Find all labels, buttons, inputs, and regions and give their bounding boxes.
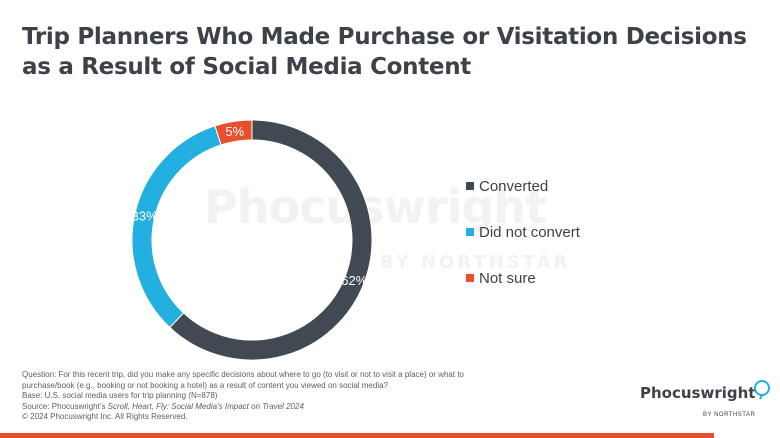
data-label-converted: 62% xyxy=(341,273,367,288)
footnote-source-prefix: Source: Phocuswright’s xyxy=(22,401,108,411)
brand-logo: Phocuswright BY NORTHSTAR xyxy=(640,380,772,418)
legend-swatch-did-not-convert xyxy=(466,228,474,236)
brand-logo-sub: BY NORTHSTAR xyxy=(703,412,756,418)
footnote-copyright: © 2024 Phocuswright Inc. All Rights Rese… xyxy=(22,412,188,421)
chart-title: Trip Planners Who Made Purchase or Visit… xyxy=(22,22,762,82)
speech-bubble-icon xyxy=(754,380,770,400)
legend-label-not-sure: Not sure xyxy=(479,269,536,287)
legend: Converted Did not convert Not sure xyxy=(466,176,580,314)
footnote-base: Base: U.S. social media users for trip p… xyxy=(22,391,218,400)
footnote-source: Source: Phocuswright’s Scroll, Heart, Fl… xyxy=(22,402,502,413)
accent-bar xyxy=(0,433,714,438)
slice-converted xyxy=(169,119,373,361)
footnote: Question: For this recent trip, did you … xyxy=(22,370,502,423)
legend-item-not-sure: Not sure xyxy=(466,268,580,288)
slice-not-sure xyxy=(214,119,253,146)
data-label-not-sure: 5% xyxy=(225,124,244,139)
footnote-question-cont: purchase/book (e.g., booking or not book… xyxy=(22,380,389,390)
footnote-question: Question: For this recent trip, did you … xyxy=(22,370,464,379)
brand-logo-name: Phocuswright xyxy=(640,384,756,402)
chart-title-line-2: as a Result of Social Media Content xyxy=(22,54,471,80)
chart-title-line-1: Trip Planners Who Made Purchase or Visit… xyxy=(22,24,747,50)
slice-did-not-convert xyxy=(131,125,222,329)
watermark-logo: Phocuswright xyxy=(204,180,547,234)
legend-item-converted: Converted xyxy=(466,176,580,196)
watermark-sub: BY NORTHSTAR xyxy=(380,252,571,273)
legend-label-converted: Converted xyxy=(479,177,549,195)
legend-swatch-converted xyxy=(466,182,474,190)
footnote-source-title: Scroll, Heart, Fly: Social Media’s Impac… xyxy=(107,401,304,411)
data-label-did-not-convert: 33% xyxy=(132,209,158,224)
legend-swatch-not-sure xyxy=(466,274,474,282)
legend-label-did-not-convert: Did not convert xyxy=(479,223,580,241)
legend-item-did-not-convert: Did not convert xyxy=(466,222,580,242)
